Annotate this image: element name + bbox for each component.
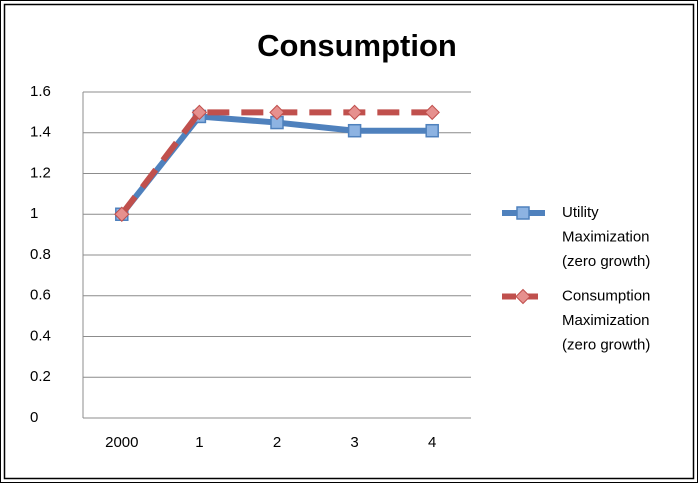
marker: [269, 104, 285, 121]
y-tick-label: 0.4: [30, 327, 51, 344]
y-tick-label: 0.2: [30, 368, 51, 385]
x-tick-label: 2: [273, 434, 281, 451]
x-tick-label: 1: [195, 434, 203, 451]
legend-line: Maximization: [562, 312, 650, 329]
legend-line: Consumption: [562, 287, 650, 304]
marker: [425, 123, 439, 138]
marker: [424, 104, 440, 121]
marker: [516, 206, 530, 220]
legend-line: (zero growth): [562, 336, 650, 353]
legend-label: Consumption Maximization (zero growth): [562, 287, 650, 353]
x-tick-label: 2000: [105, 434, 138, 451]
marker: [191, 104, 208, 121]
y-tick-label: 1: [30, 205, 38, 222]
inner-frame: [3, 3, 695, 480]
x-tick-label: 3: [350, 434, 358, 451]
legend-line: (zero growth): [562, 253, 650, 270]
y-tick-label: 0.6: [30, 287, 51, 304]
x-tick-label: 4: [428, 434, 436, 451]
y-tick-label: 1.2: [30, 164, 51, 181]
marker: [114, 206, 130, 222]
legend-line: Maximization: [562, 228, 650, 245]
chart-title: Consumption: [257, 28, 457, 63]
marker: [347, 123, 362, 138]
legend-label: Utility Maximization (zero growth): [562, 204, 650, 270]
marker: [515, 288, 531, 305]
y-tick-label: 0.8: [30, 246, 51, 263]
marker: [346, 104, 363, 121]
y-tick-label: 1.6: [30, 83, 51, 100]
y-tick-label: 1.4: [30, 124, 51, 141]
y-tick-label: 0: [30, 409, 38, 426]
legend-line: Utility: [562, 204, 599, 221]
